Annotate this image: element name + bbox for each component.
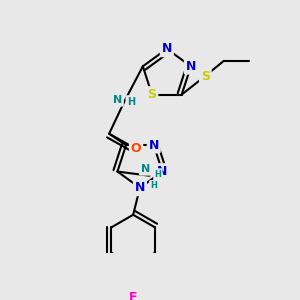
Text: N: N xyxy=(141,164,150,174)
Text: S: S xyxy=(148,88,157,101)
Text: O: O xyxy=(131,142,141,155)
Text: F: F xyxy=(129,291,137,300)
Text: N: N xyxy=(135,181,145,194)
Text: S: S xyxy=(201,70,210,83)
Text: N: N xyxy=(162,42,172,56)
Text: H: H xyxy=(154,169,161,178)
Text: H: H xyxy=(127,97,135,107)
Text: N: N xyxy=(186,60,196,73)
Text: H: H xyxy=(150,182,157,190)
Text: N: N xyxy=(148,139,159,152)
Text: N: N xyxy=(157,165,167,178)
Text: N: N xyxy=(113,95,122,105)
